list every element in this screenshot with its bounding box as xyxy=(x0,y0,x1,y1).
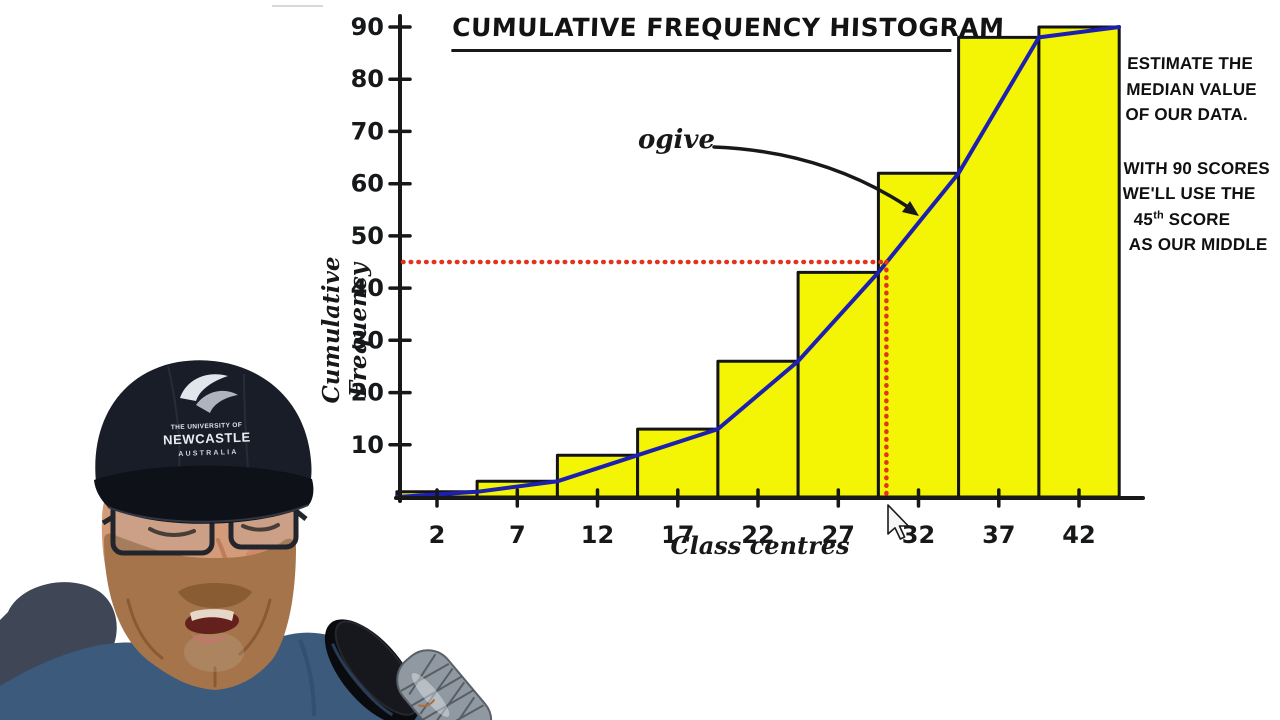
mouse-cursor xyxy=(887,504,910,540)
x-tick-label: 42 xyxy=(1062,521,1095,549)
teeth xyxy=(190,609,234,621)
mic-pop-filter-rim xyxy=(334,620,419,716)
note-line: WITH 90 SCORES xyxy=(1123,158,1271,178)
note-45: 45 xyxy=(1133,209,1154,229)
cap-dome xyxy=(95,360,312,484)
ogive-line xyxy=(394,25,1122,499)
ogive-annotation-label: ogive xyxy=(638,125,716,155)
ogive-arrowhead-icon xyxy=(902,201,919,216)
note-line: 45th SCORE xyxy=(1121,207,1278,233)
histogram-bar xyxy=(796,270,880,499)
beard-grey-patch xyxy=(184,632,244,672)
beard-texture xyxy=(126,598,272,688)
x-tick-label: 22 xyxy=(741,521,774,549)
x-tick-label: 27 xyxy=(822,521,855,549)
y-tick-label: 20 xyxy=(351,379,384,407)
note-score: SCORE xyxy=(1163,209,1231,229)
x-tick-label: 7 xyxy=(509,521,526,549)
x-tick-label: 12 xyxy=(581,521,614,549)
x-tick-label: 17 xyxy=(661,521,694,549)
histogram-bar xyxy=(636,427,720,499)
cap-text-bottom: AUSTRALIA xyxy=(178,449,238,458)
note-45-sup: th xyxy=(1152,208,1165,221)
mic-head xyxy=(396,649,493,720)
cap-seams xyxy=(167,365,249,471)
note-line: WE'LL USE THE xyxy=(1122,184,1256,203)
cap-logo-horse-icon xyxy=(180,374,228,401)
ogive-arrow-curve xyxy=(712,145,910,209)
cap-text-top: THE UNIVERSITY OF xyxy=(171,422,243,431)
note-line: OF OUR DATA. xyxy=(1125,105,1249,124)
mic-pop-filter-highlight xyxy=(331,643,394,717)
cap-brim-edge xyxy=(107,504,309,523)
x-tick-label: 37 xyxy=(982,521,1015,549)
y-tick-label: 80 xyxy=(351,65,384,93)
webcam-presenter: THE UNIVERSITY OF NEWCASTLE AUSTRALIA xyxy=(0,360,436,720)
microphone xyxy=(324,619,493,720)
shirt-fold xyxy=(298,639,316,717)
cap-text-main: NEWCASTLE xyxy=(163,429,251,447)
handwritten-note-panel: ESTIMATE THE MEDIAN VALUE OF OUR DATA. W… xyxy=(1120,51,1280,258)
note-line: MEDIAN VALUE xyxy=(1125,79,1258,99)
eye-right xyxy=(241,523,280,532)
y-axis-label: Cumulative Frequency xyxy=(318,256,372,404)
note-line: AS OUR MIDDLE xyxy=(1128,235,1268,254)
y-tick-label: 50 xyxy=(351,222,384,250)
histogram-bar xyxy=(716,359,800,499)
note-line: ESTIMATE THE xyxy=(1126,54,1254,73)
chart-title: CUMULATIVE FREQUENCY HISTOGRAM xyxy=(451,13,1005,52)
y-tick-label: 30 xyxy=(351,326,384,354)
eye-left xyxy=(148,527,196,537)
y-tick-label: 10 xyxy=(351,431,384,459)
x-axis-label: Class centres xyxy=(670,531,850,560)
x-tick-label: 2 xyxy=(429,521,446,549)
y-tick-label: 40 xyxy=(351,274,384,302)
cap-logo-horse-icon xyxy=(196,390,238,413)
chart-annotations xyxy=(272,5,919,216)
histogram-bar xyxy=(1037,25,1121,499)
y-tick-label: 90 xyxy=(351,13,384,41)
lower-lip xyxy=(190,630,231,643)
y-tick-label: 70 xyxy=(351,117,384,145)
mustache xyxy=(178,583,252,608)
cap-brim xyxy=(94,465,314,524)
y-tick-label: 60 xyxy=(351,170,384,198)
